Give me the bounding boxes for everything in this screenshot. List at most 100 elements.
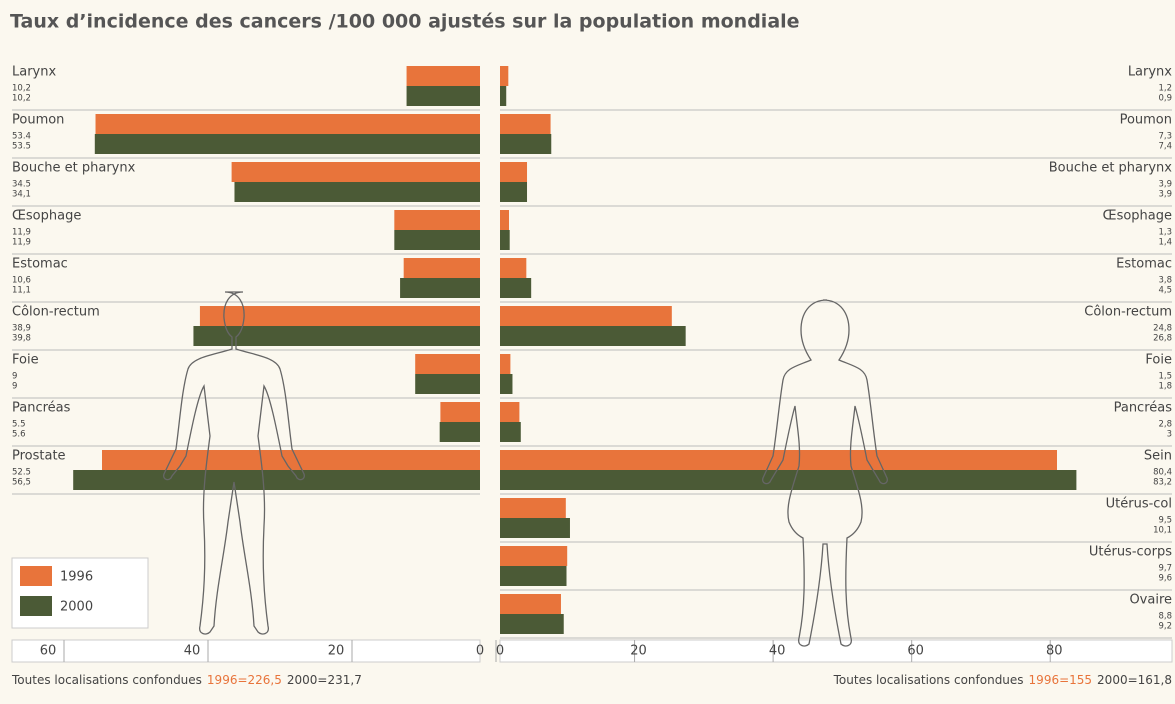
bar — [95, 114, 481, 134]
x-tick-label: 0 — [476, 644, 484, 659]
legend-swatch — [20, 596, 52, 616]
bar — [415, 374, 480, 394]
value-label: 11,9 — [12, 238, 31, 248]
axis-band — [11, 639, 481, 663]
bar — [500, 498, 566, 518]
value-label: 5.6 — [12, 430, 26, 440]
category-label: Bouche et pharynx — [12, 161, 136, 176]
category-label: Utérus-col — [1106, 497, 1172, 512]
value-label: 52.5 — [12, 468, 31, 478]
bar — [500, 326, 686, 346]
value-label: 39,8 — [12, 334, 31, 344]
bar — [500, 66, 509, 86]
bar — [403, 258, 480, 278]
category-label: Poumon — [1120, 113, 1172, 128]
man-silhouette — [163, 291, 305, 635]
bar — [406, 66, 480, 86]
x-tick-label: 0 — [496, 644, 504, 659]
bar — [500, 546, 568, 566]
chart-title: Taux d’incidence des cancers /100 000 aj… — [10, 11, 800, 33]
bar — [500, 306, 672, 326]
value-label: 5.5 — [12, 420, 26, 430]
value-label: 1,8 — [1158, 382, 1172, 392]
category-label: Larynx — [12, 65, 56, 80]
bar — [394, 210, 480, 230]
bar — [94, 134, 481, 154]
bar — [500, 354, 511, 374]
category-label: Côlon-rectum — [12, 305, 100, 320]
category-label: Estomac — [1116, 257, 1172, 272]
value-label: 34.5 — [12, 180, 31, 190]
category-label: Pancréas — [12, 401, 71, 416]
bar — [500, 402, 520, 422]
bar — [500, 278, 532, 298]
value-label: 3,9 — [1158, 180, 1172, 190]
bar — [394, 230, 480, 250]
value-label: 9,2 — [1158, 622, 1172, 632]
bar — [500, 518, 570, 538]
value-label: 1,4 — [1158, 238, 1172, 248]
footnote-part: 2000=161,8 — [1097, 673, 1172, 687]
category-label: Sein — [1144, 449, 1172, 464]
bar — [500, 230, 510, 250]
bar — [73, 470, 480, 490]
value-label: 10,6 — [12, 276, 31, 286]
bar — [406, 86, 480, 106]
value-label: 1,2 — [1158, 84, 1172, 94]
legend-swatch — [20, 566, 52, 586]
footnote-part: 1996=155 — [1029, 673, 1093, 687]
value-label: 24,8 — [1153, 324, 1172, 334]
bar — [500, 566, 567, 586]
value-label: 3,8 — [1158, 276, 1172, 286]
overlay: Larynx 10,210,2 Poumon 53.453.5 Bouche et ph… — [11, 65, 1173, 632]
value-label: 53.5 — [12, 142, 31, 152]
bar — [234, 182, 480, 202]
x-tick-label: 60 — [907, 644, 924, 659]
bar — [500, 162, 528, 182]
value-label: 9,5 — [1158, 516, 1172, 526]
category-label: Œsophage — [12, 209, 81, 224]
axis-band — [499, 639, 1173, 663]
bar — [440, 402, 480, 422]
x-tick-label: 20 — [630, 644, 647, 659]
legend-label: 2000 — [60, 600, 93, 615]
category-label: Utérus-corps — [1089, 545, 1172, 560]
value-label: 7,4 — [1158, 142, 1172, 152]
bar — [500, 210, 510, 230]
value-label: 11,9 — [12, 228, 31, 238]
x-tick-label: 40 — [184, 644, 201, 659]
value-label: 3,9 — [1158, 190, 1172, 200]
bar — [415, 354, 480, 374]
value-label: 9,6 — [1158, 574, 1172, 584]
value-label: 11,1 — [12, 286, 31, 296]
bar — [500, 374, 513, 394]
value-label: 3 — [1167, 430, 1172, 440]
bar — [500, 86, 507, 106]
value-label: 26,8 — [1153, 334, 1172, 344]
value-label: 9 — [12, 372, 17, 382]
value-label: 1,5 — [1158, 372, 1172, 382]
value-label: 53.4 — [12, 132, 31, 142]
bar — [500, 470, 1077, 490]
silhouettes — [163, 291, 888, 647]
footnote-part: Toutes localisations confondues — [833, 673, 1024, 687]
plot: 0 20 40 60 Toutes localisations confondues 19… — [11, 66, 1173, 687]
category-label: Larynx — [1128, 65, 1172, 80]
value-label: 80,4 — [1153, 468, 1172, 478]
value-label: 0,9 — [1158, 94, 1172, 104]
category-label: Pancréas — [1114, 401, 1173, 416]
value-label: 7,3 — [1158, 132, 1172, 142]
category-label: Œsophage — [1103, 209, 1172, 224]
value-label: 10,1 — [1153, 526, 1172, 536]
category-label: Foie — [12, 353, 39, 368]
category-label: Bouche et pharynx — [1049, 161, 1173, 176]
value-label: 10,2 — [12, 84, 31, 94]
category-label: Ovaire — [1129, 593, 1172, 608]
bar — [500, 614, 564, 634]
x-tick-label: 80 — [1046, 644, 1063, 659]
x-tick-label: 60 — [40, 644, 57, 659]
value-label: 2,8 — [1158, 420, 1172, 430]
value-label: 9 — [12, 382, 17, 392]
